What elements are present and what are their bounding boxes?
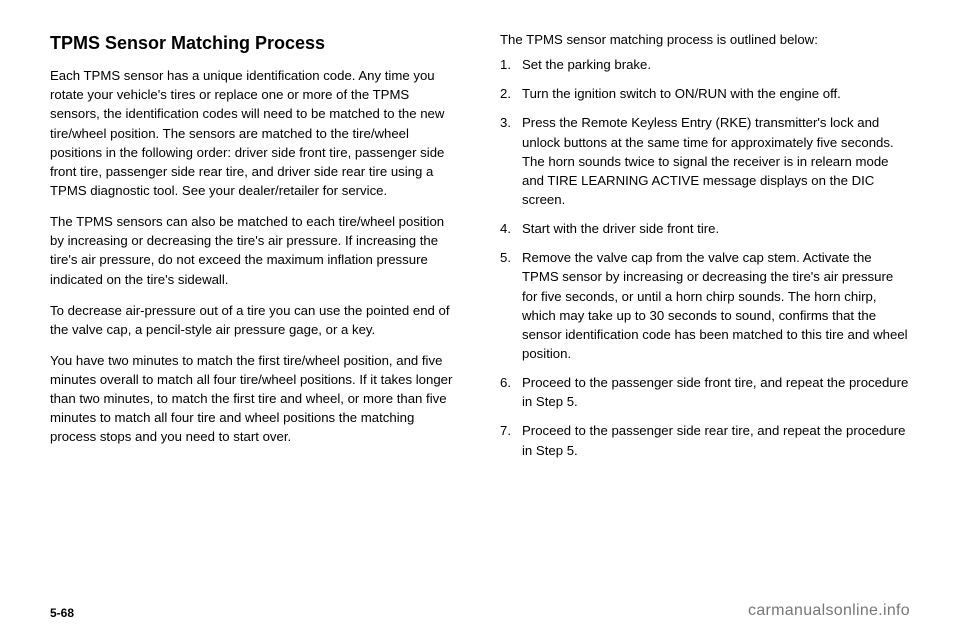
steps-intro: The TPMS sensor matching process is outl…: [500, 30, 910, 49]
step-item: Proceed to the passenger side rear tire,…: [500, 421, 910, 459]
content-columns: TPMS Sensor Matching Process Each TPMS s…: [50, 30, 910, 594]
step-item: Set the parking brake.: [500, 55, 910, 74]
step-item: Remove the valve cap from the valve cap …: [500, 248, 910, 363]
steps-list: Set the parking brake. Turn the ignition…: [500, 55, 910, 460]
step-item: Press the Remote Keyless Entry (RKE) tra…: [500, 113, 910, 209]
page-number: 5-68: [50, 606, 74, 620]
left-column: TPMS Sensor Matching Process Each TPMS s…: [50, 30, 460, 594]
paragraph: You have two minutes to match the first …: [50, 351, 460, 447]
right-column: The TPMS sensor matching process is outl…: [500, 30, 910, 594]
paragraph: Each TPMS sensor has a unique identifica…: [50, 66, 460, 200]
step-item: Turn the ignition switch to ON/RUN with …: [500, 84, 910, 103]
page-footer: 5-68 carmanualsonline.info: [50, 602, 910, 620]
step-item: Proceed to the passenger side front tire…: [500, 373, 910, 411]
manual-page: TPMS Sensor Matching Process Each TPMS s…: [0, 0, 960, 640]
section-heading: TPMS Sensor Matching Process: [50, 30, 460, 56]
paragraph: The TPMS sensors can also be matched to …: [50, 212, 460, 289]
step-item: Start with the driver side front tire.: [500, 219, 910, 238]
paragraph: To decrease air-pressure out of a tire y…: [50, 301, 460, 339]
watermark: carmanualsonline.info: [748, 602, 910, 620]
